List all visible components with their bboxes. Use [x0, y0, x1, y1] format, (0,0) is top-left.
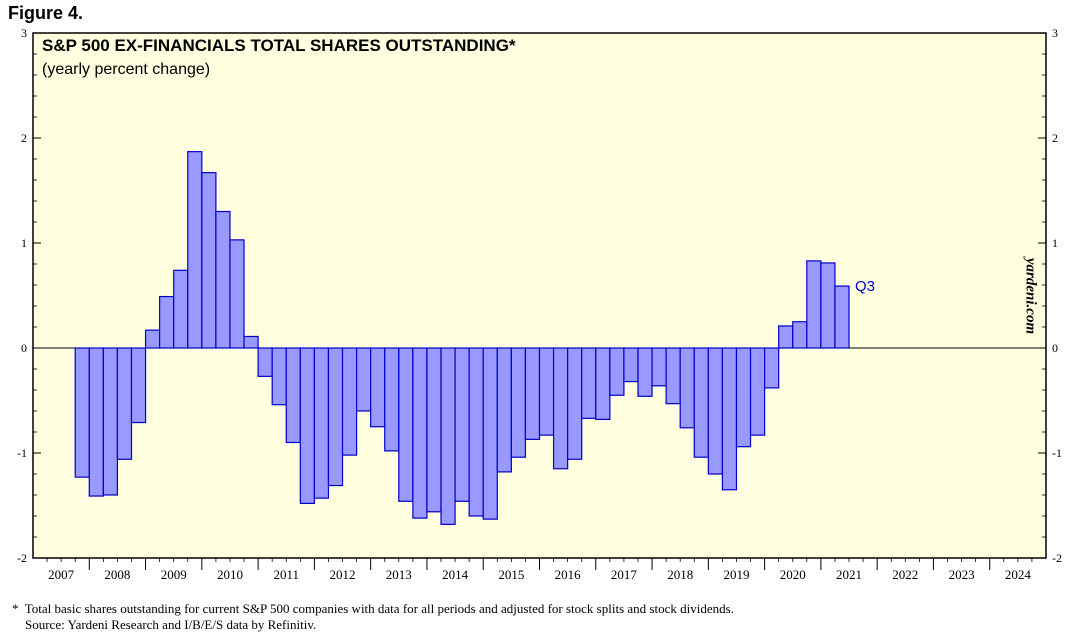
watermark-text: yardeni.com [1022, 257, 1039, 335]
y-axis-left: -2 -1 0 1 2 3 [17, 26, 41, 565]
bar [454, 347, 470, 502]
x-tick-label: 2010 [217, 567, 243, 582]
bar [749, 347, 766, 436]
bar [130, 347, 147, 424]
last-bar-label: Q3 [855, 278, 875, 295]
y-tick-label-right: 3 [1052, 26, 1058, 40]
bar [567, 347, 583, 460]
bar [88, 347, 104, 497]
footnote: * Total basic shares outstanding for cur… [12, 601, 734, 633]
x-tick-label: 2024 [1005, 567, 1032, 582]
bar [496, 347, 512, 473]
bar [173, 269, 189, 349]
bar [355, 347, 372, 412]
bar [370, 347, 386, 428]
bar [412, 347, 428, 519]
bar [764, 347, 780, 389]
bar [187, 151, 203, 349]
bar [820, 262, 836, 349]
y-tick-label-left: 2 [21, 131, 27, 145]
bar [229, 239, 245, 349]
footnote-line-1: * Total basic shares outstanding for cur… [12, 601, 734, 616]
bar [440, 347, 456, 525]
bar [707, 347, 724, 475]
bar [341, 347, 358, 456]
y-tick-label-right: 1 [1052, 236, 1058, 250]
bar [834, 285, 850, 349]
x-tick-label: 2018 [667, 567, 693, 582]
x-tick-label: 2019 [723, 567, 749, 582]
bar [637, 347, 653, 397]
bar [778, 325, 794, 349]
x-tick-label: 2013 [386, 567, 412, 582]
bar [201, 172, 217, 349]
y-tick-label-left: -2 [17, 551, 27, 565]
y-tick-label-left: 3 [21, 26, 27, 40]
x-tick-label: 2017 [611, 567, 638, 582]
bar [609, 347, 625, 396]
bar [552, 347, 569, 470]
bar [299, 347, 315, 504]
bar [665, 347, 681, 405]
bar [482, 347, 498, 520]
y-tick-label-left: 0 [21, 341, 27, 355]
x-tick-label: 2012 [330, 567, 356, 582]
y-axis-right: -2 -1 0 1 2 3 [1038, 26, 1062, 565]
figure-label: Figure 4. [8, 3, 84, 23]
bar [144, 329, 161, 349]
bar [651, 347, 667, 387]
x-tick-label: 2008 [104, 567, 130, 582]
bar [538, 347, 555, 436]
bar [792, 321, 808, 349]
bar [102, 347, 119, 496]
x-tick-label: 2023 [949, 567, 975, 582]
bar [679, 347, 695, 429]
bar [159, 295, 175, 349]
y-tick-label-right: 2 [1052, 131, 1058, 145]
bar [215, 210, 231, 349]
bar [398, 347, 414, 502]
bar [257, 347, 273, 377]
bar [581, 347, 597, 419]
y-tick-label-left: 1 [21, 236, 27, 250]
x-tick-label: 2015 [498, 567, 524, 582]
x-axis: 2007 2008 2009 2010 2011 2012 2013 2014 2015 2016… [46, 558, 1033, 582]
y-tick-label-left: -1 [17, 446, 27, 460]
bar [735, 347, 752, 448]
bar [313, 347, 330, 499]
bar-series [74, 151, 850, 525]
x-tick-label: 2007 [48, 567, 75, 582]
bar [327, 347, 344, 487]
bar [426, 347, 442, 513]
x-tick-label: 2014 [442, 567, 469, 582]
x-tick-label: 2020 [780, 567, 806, 582]
bar [243, 335, 259, 349]
x-tick-label: 2009 [161, 567, 187, 582]
bar [271, 347, 287, 406]
bar [806, 260, 822, 349]
bar [384, 347, 400, 452]
footnote-source: Source: Yardeni Research and I/B/E/S dat… [12, 617, 317, 632]
x-tick-label: 2016 [555, 567, 582, 582]
y-tick-label-right: -1 [1052, 446, 1062, 460]
x-tick-label: 2022 [892, 567, 918, 582]
bar [510, 347, 527, 458]
bar [74, 347, 90, 478]
bar [116, 347, 133, 460]
x-tick-label: 2021 [836, 567, 862, 582]
x-tick-label: 2011 [273, 567, 299, 582]
bar [721, 347, 738, 491]
bar [595, 347, 611, 421]
bar [468, 347, 484, 517]
y-tick-label-right: -2 [1052, 551, 1062, 565]
bar [623, 347, 639, 383]
bar [285, 347, 301, 444]
bar [693, 347, 709, 458]
bar [524, 347, 541, 440]
y-tick-label-right: 0 [1052, 341, 1058, 355]
chart-subtitle: (yearly percent change) [42, 61, 211, 78]
chart-title: S&P 500 EX-FINANCIALS TOTAL SHARES OUTST… [42, 36, 516, 55]
